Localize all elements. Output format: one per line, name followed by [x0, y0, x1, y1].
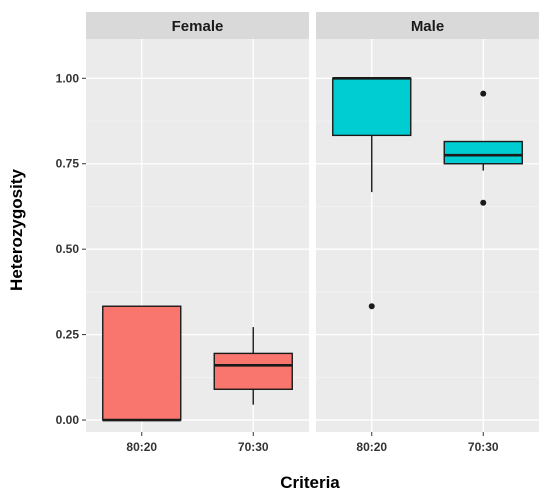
- facet-strip-background: [316, 12, 539, 39]
- box-body: [332, 77, 412, 137]
- facet-panel-female: Female 80:20 70:30: [86, 12, 309, 454]
- outlier-point: [480, 199, 487, 206]
- y-tick-label: 0.00: [56, 413, 80, 427]
- facet-strip-label: Male: [411, 18, 444, 35]
- facet-panel-male: Male 80:20 70:30: [316, 12, 539, 454]
- box-female-80-20: [102, 305, 182, 422]
- facet-strip-label: Female: [172, 18, 224, 35]
- x-tick-label: 70:30: [238, 440, 269, 454]
- x-tick-label: 80:20: [126, 440, 157, 454]
- y-tick-label: 0.25: [56, 328, 80, 342]
- x-tick-label: 80:20: [356, 440, 387, 454]
- box-body: [213, 352, 293, 390]
- outlier-point: [368, 303, 375, 310]
- box-male-80-20: [332, 77, 412, 310]
- y-tick-label: 0.75: [56, 157, 80, 171]
- x-axis-title: Criteria: [280, 473, 340, 492]
- facet-panels: Female 80:20 70:30 Male 80:20 70:30: [86, 12, 539, 454]
- y-axis-title: Heterozygosity: [7, 169, 26, 291]
- y-tick-label: 0.50: [56, 242, 80, 256]
- box-body: [102, 305, 182, 421]
- box-body: [443, 140, 523, 165]
- y-tick-label: 1.00: [56, 71, 80, 85]
- box-female-70-30: [213, 327, 293, 405]
- outlier-point: [480, 90, 487, 97]
- facet-strip-background: [86, 12, 309, 39]
- x-tick-label: 70:30: [468, 440, 499, 454]
- box-male-70-30: [443, 90, 523, 206]
- y-axis: 0.00 0.25 0.50 0.75 1.00: [56, 71, 86, 427]
